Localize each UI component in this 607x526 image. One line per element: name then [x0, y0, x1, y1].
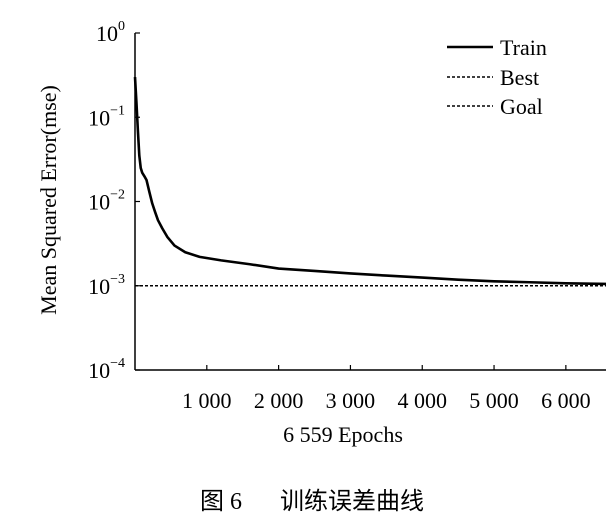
y-tick-label: 100	[96, 19, 125, 46]
x-tick-label: 1 000	[182, 388, 232, 413]
y-tick-label-exponent: −2	[110, 188, 125, 203]
legend-label-train: Train	[500, 35, 547, 60]
y-tick-label-exponent: 0	[118, 19, 125, 34]
y-tick-label: 10−1	[88, 103, 125, 130]
y-tick-label-exponent: −1	[110, 103, 125, 118]
y-tick-label-base: 10	[96, 21, 118, 46]
y-tick-label-exponent: −3	[110, 272, 125, 287]
y-tick-label: 10−3	[88, 272, 125, 299]
figure-number: 图 6	[200, 489, 242, 515]
series-layer	[133, 76, 607, 287]
x-tick-label: 3 000	[326, 388, 376, 413]
y-tick-label-base: 10	[88, 105, 110, 130]
x-tick-label: 6 000	[541, 388, 591, 413]
figure-caption-text: 训练误差曲线	[280, 488, 424, 515]
x-axis-label: 6 559 Epochs	[283, 422, 403, 447]
y-tick-label-base: 10	[88, 358, 110, 383]
y-tick-label: 10−4	[88, 356, 125, 383]
x-tick-label: 4 000	[397, 388, 447, 413]
legend: Train Best Goal	[447, 35, 547, 119]
legend-label-goal: Goal	[500, 94, 543, 119]
y-tick-label-base: 10	[88, 274, 110, 299]
y-tick-label-exponent: −4	[110, 356, 125, 371]
y-tick-label-base: 10	[88, 190, 110, 215]
x-tick-label: 2 000	[254, 388, 304, 413]
legend-label-best: Best	[500, 65, 539, 90]
x-tick-label: 5 000	[469, 388, 519, 413]
y-tick-label: 10−2	[88, 188, 125, 215]
figure-caption: 图 6 训练误差曲线	[200, 488, 424, 515]
series-train-line	[133, 76, 607, 286]
y-axis-label: Mean Squared Error(mse)	[36, 85, 61, 315]
